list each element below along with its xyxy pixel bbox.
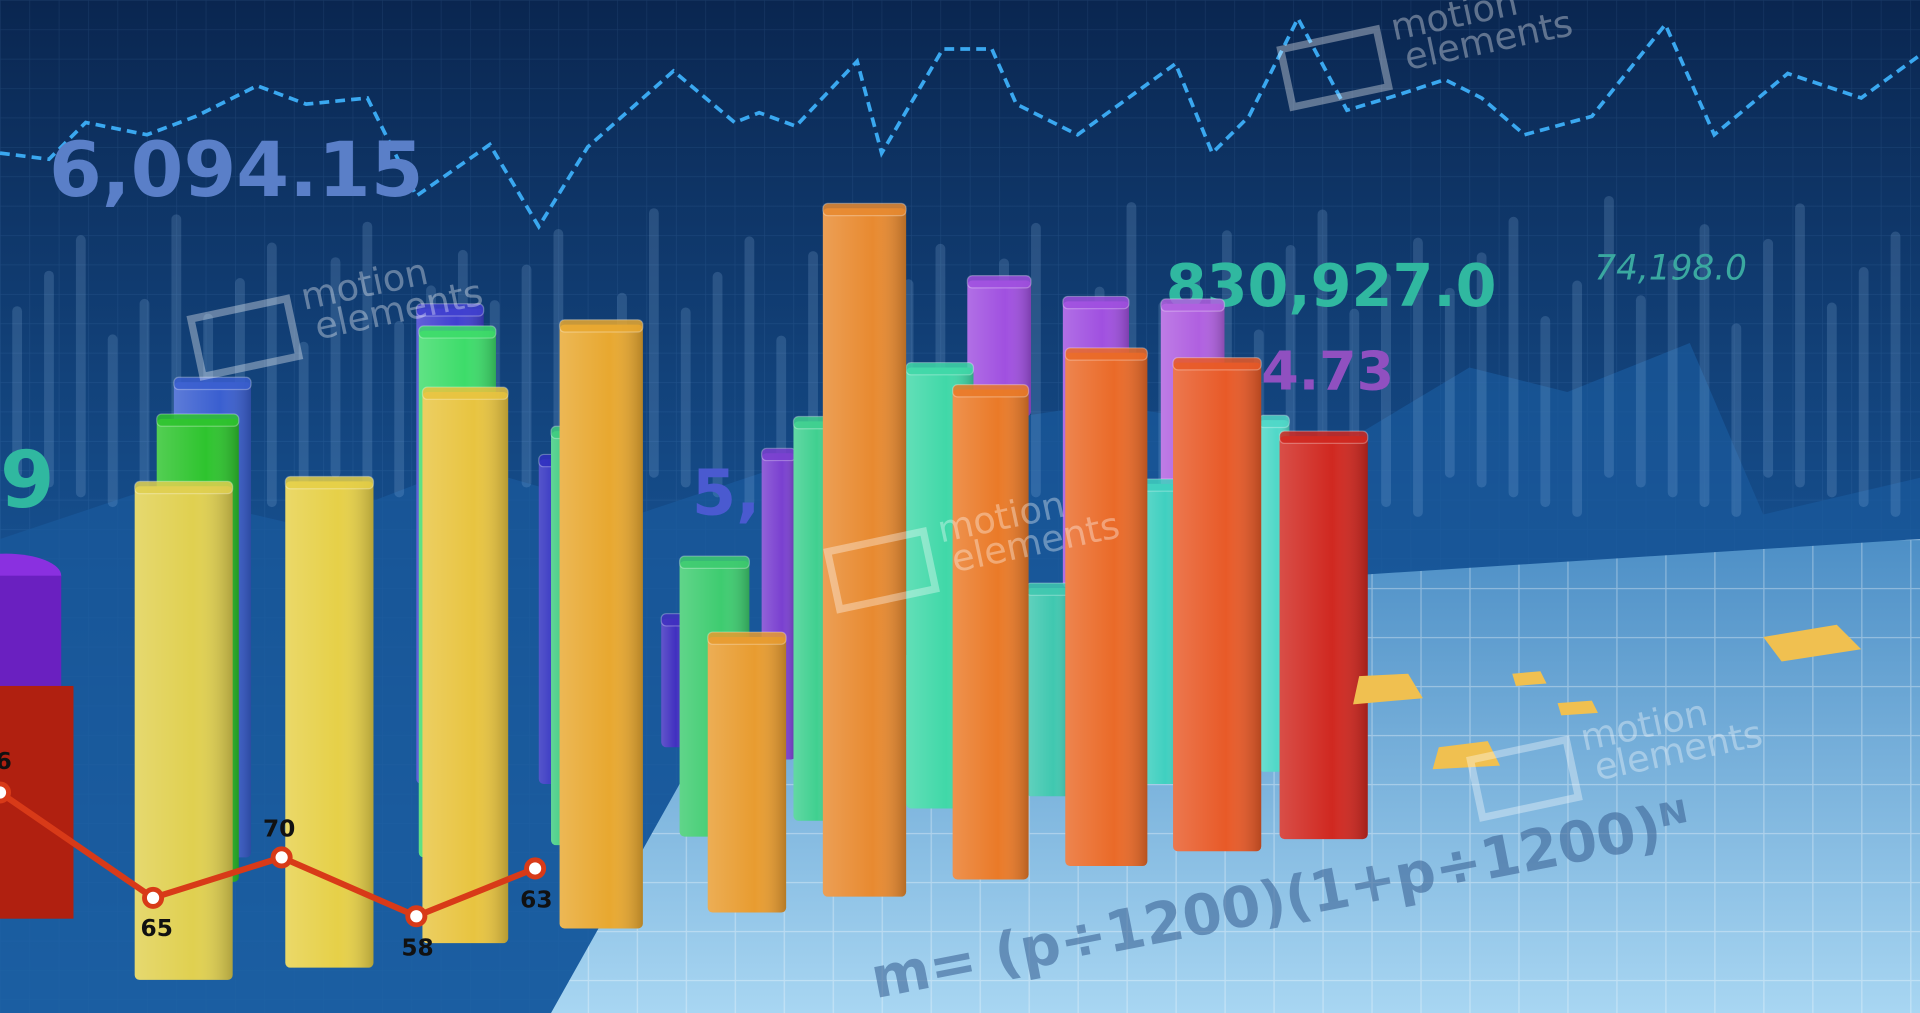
background-bar: [1381, 273, 1392, 508]
bar-top: [1025, 582, 1073, 596]
background-bar: [394, 320, 405, 498]
bar-top: [1062, 295, 1130, 310]
background-bar: [1476, 252, 1487, 488]
bars-3d: [134, 202, 1369, 980]
bar-top: [1278, 430, 1369, 445]
bar-top: [1160, 298, 1226, 312]
bar-top: [678, 555, 750, 569]
background-bar: [330, 257, 341, 478]
point-label: 6: [0, 748, 12, 775]
line-points: [0, 781, 547, 928]
background-bar: [1667, 259, 1678, 498]
bar-top: [761, 447, 797, 462]
background-number: 9: [0, 435, 55, 526]
watermark-logo: [823, 527, 940, 614]
background-bar: [1508, 216, 1519, 498]
background-bar: [1795, 203, 1805, 488]
bar-shade: [559, 324, 643, 929]
bar-shade: [1026, 587, 1072, 797]
bar-shade: [422, 391, 509, 944]
background-bar: [1604, 195, 1614, 478]
point-label: 65: [141, 915, 173, 942]
background-bar: [1763, 238, 1774, 478]
watermark-logo: [1466, 735, 1583, 822]
background-number: 74,198.0: [1594, 248, 1747, 288]
bar-top: [952, 384, 1030, 398]
background-bar: [44, 270, 54, 488]
bar-top: [1172, 357, 1262, 371]
background-bar: [12, 306, 23, 478]
background-bar: [648, 208, 659, 478]
bar-top: [822, 202, 907, 217]
bar-shade: [285, 481, 374, 968]
bar-shade: [1141, 483, 1182, 784]
background-bar: [1444, 287, 1455, 478]
background-bar: [107, 334, 118, 508]
bar-shade: [822, 208, 907, 897]
bar-top: [1064, 347, 1148, 361]
bar-top: [707, 631, 787, 645]
background-bar: [1699, 224, 1710, 508]
bar-shade: [1065, 352, 1148, 867]
bar-top: [134, 480, 234, 495]
point-label: 70: [263, 816, 295, 843]
background-bar: [298, 341, 309, 517]
bar-shade: [967, 280, 1032, 417]
bar-top: [905, 361, 975, 376]
background-bar: [1731, 323, 1742, 517]
background-bar: [680, 307, 691, 488]
background-bar: [1858, 267, 1869, 508]
bar-top: [1258, 414, 1290, 429]
background-bar: [1635, 295, 1646, 488]
bar-top: [418, 325, 497, 339]
bar-top: [173, 376, 252, 391]
point-label: 58: [401, 934, 433, 961]
bar-shade: [952, 389, 1029, 880]
background-bar: [139, 298, 150, 517]
bar-top: [966, 274, 1032, 289]
background-bar: [1890, 231, 1901, 517]
background-bar: [75, 235, 86, 498]
background-bar: [1540, 316, 1551, 508]
background-bar: [1031, 222, 1041, 498]
bar-shade: [1279, 436, 1368, 840]
background-bar: [521, 264, 532, 488]
background-bar: [1826, 302, 1837, 498]
point-label: 63: [520, 887, 552, 914]
background-bar: [712, 271, 723, 498]
background-bar: [1413, 237, 1423, 517]
gold-bars: [1353, 624, 1862, 770]
background-bar: [1572, 280, 1583, 517]
bar-top: [558, 319, 644, 333]
bar-top: [421, 386, 509, 400]
background-number: 4.73: [1261, 340, 1394, 403]
bar-top: [156, 413, 240, 427]
background-number: 6,094.15: [49, 126, 424, 214]
watermark-logo: [1276, 24, 1394, 112]
bar-shade: [134, 486, 233, 980]
background-bar: [1317, 209, 1328, 488]
background-bar: [744, 236, 755, 508]
bar-shade: [1173, 362, 1262, 852]
watermark-logo: [186, 294, 304, 381]
bar-shade: [707, 636, 787, 913]
dashed-line: [0, 14, 1920, 231]
bar-top: [284, 475, 375, 490]
bar-top: [415, 303, 485, 317]
background-bar: [266, 242, 277, 508]
background-bar: [362, 221, 373, 488]
